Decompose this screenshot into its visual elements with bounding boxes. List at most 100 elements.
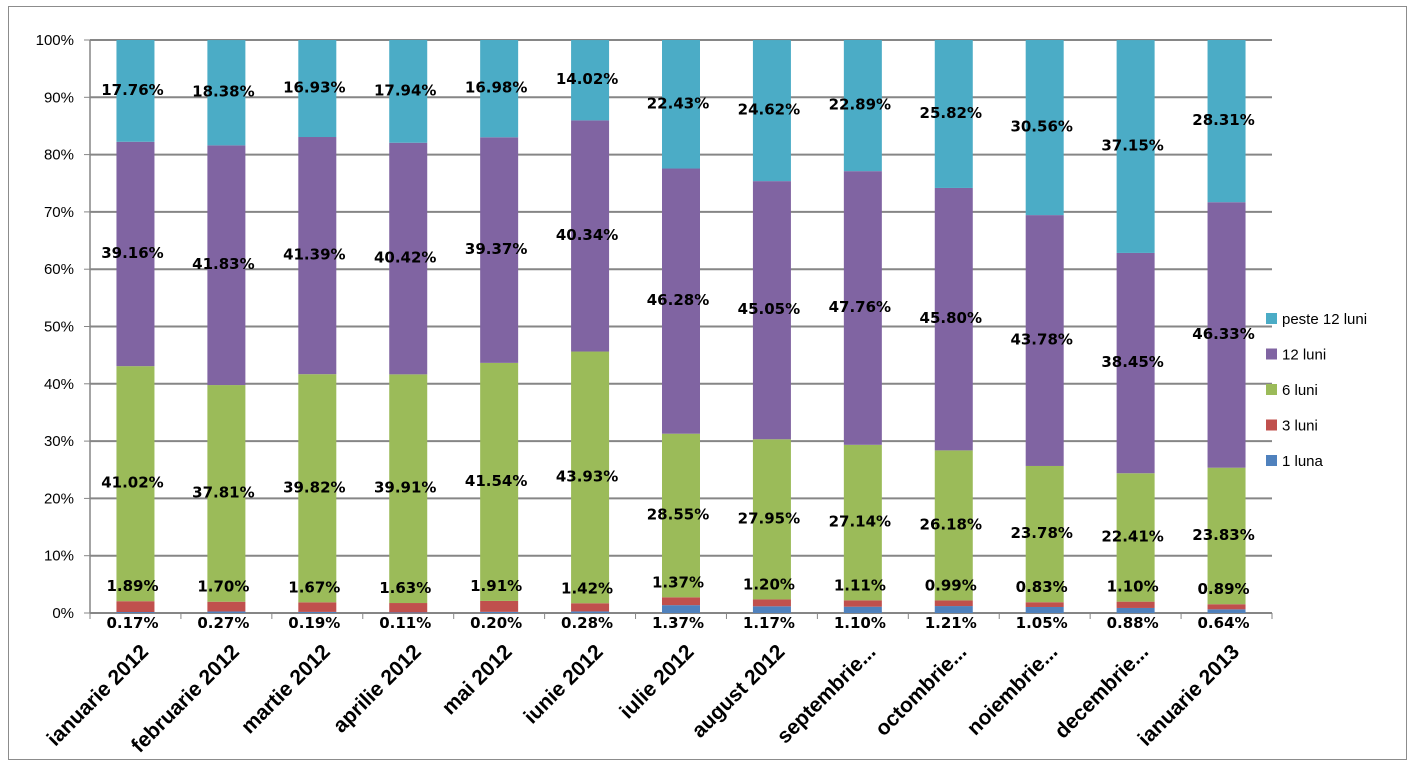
- data-label: 28.31%: [1192, 111, 1254, 129]
- y-tick-label: 30%: [44, 433, 74, 450]
- bar-segment-12-luni: [1207, 202, 1246, 468]
- data-label: 25.82%: [920, 104, 982, 122]
- category-label: iulie 2012: [615, 640, 698, 723]
- bar-segment-12-luni: [1116, 252, 1155, 474]
- bar-segment-3-luni: [298, 602, 337, 612]
- data-label: 43.93%: [556, 467, 618, 485]
- data-label: 0.89%: [1198, 580, 1250, 598]
- data-label: 41.54%: [465, 472, 527, 490]
- legend-swatch: [1266, 455, 1277, 466]
- legend-swatch: [1266, 384, 1277, 395]
- bar-segment-1-luna: [843, 606, 882, 613]
- data-label: 45.05%: [738, 300, 800, 318]
- data-label: 30.56%: [1010, 118, 1072, 136]
- data-label: 1.37%: [652, 614, 704, 632]
- data-label: 39.91%: [374, 479, 436, 497]
- bar-segment-3-luni: [1025, 602, 1064, 607]
- bar-segment-1-luna: [752, 606, 791, 613]
- bar-segment-6-luni: [1207, 467, 1246, 605]
- category-label: mai 2012: [438, 640, 517, 719]
- data-label: 47.76%: [829, 298, 891, 316]
- bar-segment-1-luna: [1207, 609, 1246, 613]
- legend-label: 1 luna: [1282, 453, 1324, 470]
- bar-segment-3-luni: [1116, 601, 1155, 608]
- legend-swatch: [1266, 313, 1277, 324]
- data-label: 39.16%: [101, 244, 163, 262]
- data-label: 0.20%: [470, 614, 522, 632]
- y-tick-label: 80%: [44, 147, 74, 164]
- data-label: 1.89%: [106, 577, 158, 595]
- category-label: iunie 2012: [520, 640, 608, 728]
- data-label: 45.80%: [920, 309, 982, 327]
- bar-segment-1-luna: [298, 611, 337, 613]
- bar-segment-3-luni: [480, 600, 519, 612]
- data-label: 28.55%: [647, 506, 709, 524]
- y-tick-label: 20%: [44, 490, 74, 507]
- data-label: 16.93%: [283, 79, 345, 97]
- bar-segment-1-luna: [934, 606, 973, 613]
- data-label: 1.10%: [834, 614, 886, 632]
- data-label: 27.95%: [738, 509, 800, 527]
- bar-segment-3-luni: [934, 600, 973, 607]
- bar-segment-3-luni: [207, 601, 246, 612]
- data-label: 17.76%: [101, 81, 163, 99]
- data-label: 38.45%: [1101, 353, 1163, 371]
- data-label: 0.17%: [106, 614, 158, 632]
- data-label: 1.42%: [561, 579, 613, 597]
- data-label: 1.70%: [197, 578, 249, 596]
- data-label: 46.28%: [647, 291, 709, 309]
- data-label: 26.18%: [920, 515, 982, 533]
- y-tick-label: 50%: [44, 319, 74, 336]
- data-label: 0.88%: [1107, 614, 1159, 632]
- bar-segment-1-luna: [207, 611, 246, 613]
- legend-label: peste 12 luni: [1282, 311, 1367, 328]
- bar-segment-12-luni: [480, 137, 519, 363]
- bar-segment-1-luna: [389, 612, 428, 613]
- bar-segment-3-luni: [571, 603, 610, 612]
- data-label: 1.20%: [743, 575, 795, 593]
- data-label: 1.67%: [288, 578, 340, 596]
- legend-swatch: [1266, 419, 1277, 431]
- bar-segment-1-luna: [1025, 606, 1064, 613]
- bar-segment-6-luni: [934, 450, 973, 601]
- bar-segment-peste-12-luni: [389, 39, 428, 143]
- data-label: 22.89%: [829, 96, 891, 114]
- data-label: 23.83%: [1192, 526, 1254, 544]
- bar-segment-12-luni: [752, 181, 791, 440]
- bar-segment-peste-12-luni: [116, 40, 155, 142]
- category-label: august 2012: [687, 640, 789, 742]
- data-label: 39.37%: [465, 240, 527, 258]
- bar-segment-6-luni: [1116, 473, 1155, 602]
- bar-segment-peste-12-luni: [1116, 40, 1155, 253]
- category-label: aprilie 2012: [329, 640, 426, 737]
- data-label: 0.99%: [925, 576, 977, 594]
- data-label: 0.27%: [197, 614, 249, 632]
- bar-segment-12-luni: [389, 142, 428, 375]
- bar-segment-6-luni: [843, 444, 882, 601]
- data-label: 14.02%: [556, 70, 618, 88]
- data-label: 22.41%: [1101, 527, 1163, 545]
- data-label: 41.39%: [283, 246, 345, 264]
- bar-segment-12-luni: [207, 145, 246, 386]
- bar-segment-12-luni: [116, 141, 155, 367]
- data-label: 43.78%: [1010, 331, 1072, 349]
- data-label: 24.62%: [738, 101, 800, 119]
- bar-segment-3-luni: [389, 603, 428, 613]
- data-label: 22.43%: [647, 94, 709, 112]
- data-label: 1.17%: [743, 614, 795, 632]
- bar-segment-peste-12-luni: [1025, 40, 1064, 216]
- data-label: 23.78%: [1010, 524, 1072, 542]
- y-tick-label: 100%: [36, 32, 74, 49]
- category-label: martie 2012: [237, 640, 335, 738]
- bar-segment-1-luna: [480, 611, 519, 613]
- data-label: 40.42%: [374, 249, 436, 267]
- bar-segment-6-luni: [116, 366, 155, 602]
- bar-segment-peste-12-luni: [843, 40, 882, 172]
- bar-segment-3-luni: [1207, 604, 1246, 610]
- data-label: 37.81%: [192, 483, 254, 501]
- data-label: 0.19%: [288, 614, 340, 632]
- bar-segment-peste-12-luni: [1207, 40, 1246, 203]
- category-label: noiembrie...: [963, 640, 1063, 740]
- data-label: 18.38%: [192, 83, 254, 101]
